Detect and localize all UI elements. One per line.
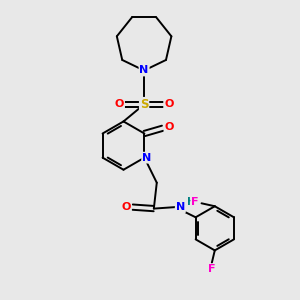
- Text: O: O: [115, 99, 124, 110]
- Text: O: O: [164, 99, 173, 110]
- Text: O: O: [164, 122, 174, 132]
- Text: H: H: [187, 197, 196, 207]
- Text: N: N: [142, 153, 152, 163]
- Text: O: O: [122, 202, 131, 212]
- Text: F: F: [208, 264, 216, 274]
- Text: N: N: [140, 65, 149, 76]
- Text: F: F: [191, 197, 199, 207]
- Text: N: N: [176, 202, 185, 212]
- Text: S: S: [140, 98, 148, 111]
